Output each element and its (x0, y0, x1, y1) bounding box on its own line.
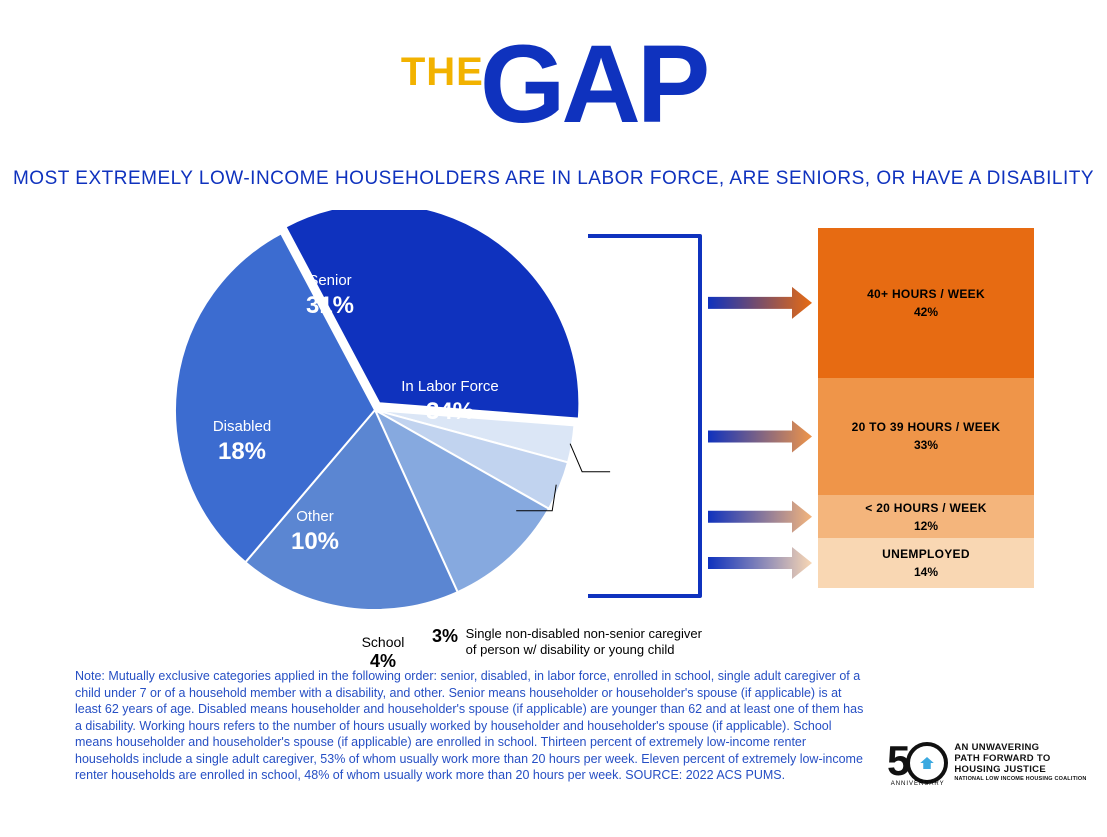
bar-segment: UNEMPLOYED14% (818, 538, 1034, 588)
pie-slice-label: In Labor Force34% (390, 378, 510, 427)
title-gap: GAP (480, 30, 706, 140)
pie-chart: In Labor Force34% Other10% Disabled18% Seni… (170, 210, 620, 610)
bar-segment: 40+ HOURS / WEEK42% (818, 228, 1034, 378)
logo-line3: HOUSING JUSTICE (954, 764, 1086, 775)
logo-line2: PATH FORWARD TO (954, 753, 1086, 764)
pie-slice-label: Senior31% (270, 272, 390, 321)
pie-slice-label: Other10% (255, 508, 375, 557)
title-header: THEGAP (0, 30, 1107, 140)
connector-arrow (708, 547, 812, 579)
logo-0-icon (906, 742, 948, 784)
connector-arrow (708, 287, 812, 319)
title-the: THE (401, 52, 484, 92)
logo: 5 ANNIVERSARY AN UNWAVERING PATH FORWARD… (887, 727, 1087, 797)
connector-arrow (708, 501, 812, 533)
note-text: Note: Mutually exclusive categories appl… (75, 668, 865, 784)
logo-text: AN UNWAVERING PATH FORWARD TO HOUSING JU… (954, 742, 1086, 783)
logo-anniversary: ANNIVERSARY (887, 781, 948, 787)
pie-external-label-school: School4% (338, 634, 428, 672)
logo-line1: AN UNWAVERING (954, 742, 1086, 753)
pie-external-label-caregiver: 3% Single non-disabled non-senior caregi… (432, 626, 702, 657)
bar-segment: < 20 HOURS / WEEK12% (818, 495, 1034, 538)
subtitle-text: MOST EXTREMELY LOW-INCOME HOUSEHOLDERS A… (0, 168, 1107, 190)
logo-5: 5 (887, 737, 908, 785)
connector-arrow (708, 421, 812, 453)
stacked-bar: 40+ HOURS / WEEK42%20 TO 39 HOURS / WEEK… (818, 228, 1034, 588)
logo-sub: NATIONAL LOW INCOME HOUSING COALITION (954, 776, 1086, 783)
pie-slice-label: Disabled18% (182, 418, 302, 467)
logo-50: 5 (887, 737, 948, 785)
bar-segment: 20 TO 39 HOURS / WEEK33% (818, 378, 1034, 496)
infographic-root: THEGAP MOST EXTREMELY LOW-INCOME HOUSEHO… (0, 0, 1107, 837)
